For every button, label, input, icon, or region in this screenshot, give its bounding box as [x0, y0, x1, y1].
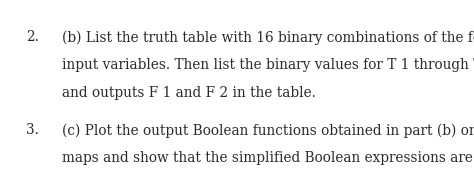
- Text: (b) List the truth table with 16 binary combinations of the four: (b) List the truth table with 16 binary …: [62, 30, 474, 45]
- Text: maps and show that the simplified Boolean expressions are: maps and show that the simplified Boolea…: [62, 151, 473, 165]
- Text: input variables. Then list the binary values for T 1 through T 4: input variables. Then list the binary va…: [62, 58, 474, 72]
- Text: (c) Plot the output Boolean functions obtained in part (b) on: (c) Plot the output Boolean functions ob…: [62, 123, 474, 138]
- Text: 3.: 3.: [26, 123, 39, 137]
- Text: and outputs F 1 and F 2 in the table.: and outputs F 1 and F 2 in the table.: [62, 86, 316, 100]
- Text: 2.: 2.: [26, 30, 39, 44]
